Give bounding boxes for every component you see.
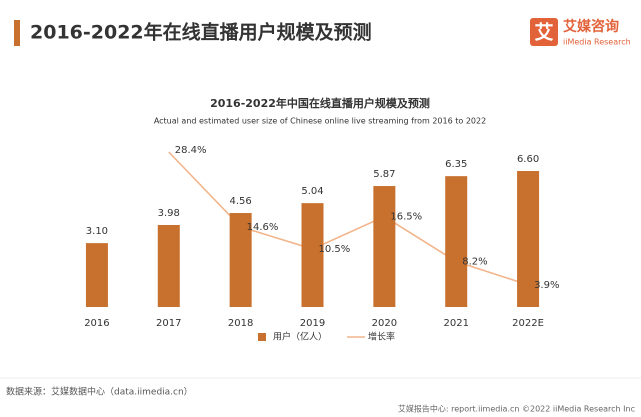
line-label: 16.5% — [390, 212, 422, 223]
line-label: 8.2% — [462, 257, 487, 268]
bar — [85, 243, 108, 307]
x-tick-label: 2017 — [156, 318, 181, 329]
x-tick-label: 2022E — [512, 318, 544, 329]
bar — [445, 176, 468, 307]
x-tick-label: 2018 — [228, 318, 253, 329]
line-label: 10.5% — [319, 244, 351, 255]
bar-label: 6.60 — [517, 154, 539, 165]
legend-label: 用户（亿人） — [273, 331, 327, 343]
bar-label: 5.04 — [301, 186, 323, 197]
line-label: 3.9% — [534, 280, 559, 291]
logo-box — [530, 18, 558, 46]
footer-right: 艾媒报告中心: report.iimedia.cn ©2022 iiMedia … — [398, 404, 635, 414]
title-accent — [14, 20, 20, 46]
line-label: 28.4% — [175, 145, 207, 156]
bar-label: 3.98 — [158, 208, 180, 219]
logo-en: iiMedia Research — [563, 38, 631, 47]
bar-label: 3.10 — [86, 226, 108, 237]
bar — [517, 171, 540, 307]
bar — [373, 186, 396, 307]
legend-swatch — [258, 333, 266, 341]
x-tick-label: 2021 — [443, 318, 468, 329]
chart-subtitle: Actual and estimated user size of Chines… — [154, 117, 486, 126]
x-tick-label: 2016 — [84, 318, 109, 329]
logo-icon: 艾 — [534, 22, 553, 44]
line — [168, 151, 529, 286]
line-label: 14.6% — [247, 222, 279, 233]
x-tick-label: 2019 — [300, 318, 325, 329]
bar — [229, 213, 252, 307]
bar — [301, 203, 324, 307]
x-tick-label: 2020 — [372, 318, 397, 329]
bar-label: 6.35 — [445, 159, 467, 170]
chart-title: 2016-2022年中国在线直播用户规模及预测 — [210, 96, 430, 110]
page-title: 2016-2022年在线直播用户规模及预测 — [30, 21, 372, 44]
source: 数据来源：艾媒数据中心（data.iimedia.cn） — [6, 386, 193, 398]
bar — [157, 224, 180, 307]
bar-label: 5.87 — [373, 169, 395, 180]
logo-cn: 艾媒咨询 — [563, 18, 619, 35]
bar-label: 4.56 — [230, 196, 252, 207]
legend-label: 增长率 — [368, 331, 395, 343]
plot: 2016 2017 2018 2019 2020 2021 2022E 3.10 3.98 4.5… — [84, 145, 559, 343]
